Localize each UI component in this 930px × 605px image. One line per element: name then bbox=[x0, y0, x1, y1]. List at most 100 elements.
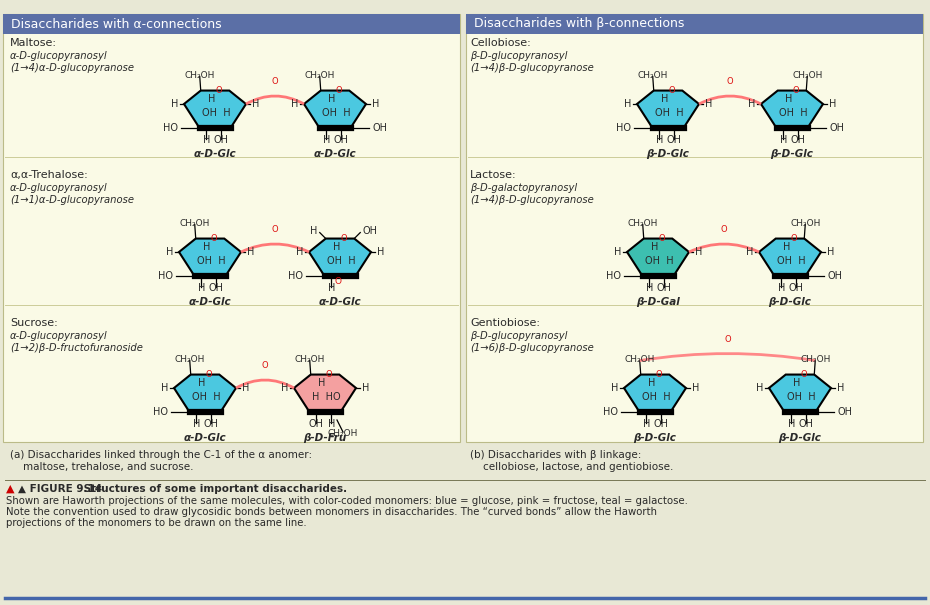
Text: H: H bbox=[692, 383, 699, 393]
Text: (1→2)β-D-fructofuranoside: (1→2)β-D-fructofuranoside bbox=[10, 343, 143, 353]
Text: O: O bbox=[792, 86, 799, 95]
Text: (1→4)α-D-glucopyranose: (1→4)α-D-glucopyranose bbox=[10, 63, 134, 73]
Text: α-D-Glc: α-D-Glc bbox=[189, 297, 232, 307]
Text: α-D-Glc: α-D-Glc bbox=[313, 149, 356, 159]
Text: β-D-Glc: β-D-Glc bbox=[771, 149, 814, 159]
Text: H: H bbox=[695, 247, 702, 257]
Polygon shape bbox=[179, 238, 241, 276]
Text: CH₂OH: CH₂OH bbox=[625, 355, 655, 364]
FancyBboxPatch shape bbox=[466, 14, 923, 442]
Polygon shape bbox=[174, 374, 236, 412]
Text: H: H bbox=[648, 378, 656, 388]
FancyBboxPatch shape bbox=[3, 14, 460, 34]
Text: H: H bbox=[748, 99, 755, 109]
Text: (1→4)β-D-glucopyranose: (1→4)β-D-glucopyranose bbox=[470, 195, 593, 205]
Text: H  HO: H HO bbox=[312, 392, 340, 402]
Text: α-D-glucopyranosyl: α-D-glucopyranosyl bbox=[10, 183, 108, 193]
Text: O: O bbox=[340, 234, 347, 243]
Text: OH: OH bbox=[334, 135, 349, 145]
Text: OH: OH bbox=[837, 407, 852, 417]
Text: H: H bbox=[656, 135, 663, 145]
Text: Lactose:: Lactose: bbox=[470, 170, 517, 180]
Text: O: O bbox=[721, 225, 727, 234]
Text: H: H bbox=[204, 242, 211, 252]
Text: H: H bbox=[281, 383, 288, 393]
Text: H: H bbox=[755, 383, 763, 393]
Text: H: H bbox=[705, 99, 712, 109]
Text: OH: OH bbox=[790, 135, 805, 145]
Text: OH: OH bbox=[363, 226, 378, 235]
Text: H: H bbox=[327, 283, 335, 293]
Polygon shape bbox=[294, 374, 356, 412]
Text: OH: OH bbox=[208, 283, 224, 293]
Text: β-D-Glc: β-D-Glc bbox=[768, 297, 812, 307]
Text: OH: OH bbox=[372, 123, 387, 133]
Text: CH₂OH: CH₂OH bbox=[638, 71, 668, 80]
Text: OH  H: OH H bbox=[192, 392, 220, 402]
Text: H: H bbox=[614, 247, 621, 257]
Text: H: H bbox=[203, 135, 210, 145]
Text: H: H bbox=[377, 247, 384, 257]
Text: Disaccharides with β-connections: Disaccharides with β-connections bbox=[474, 18, 684, 30]
Text: H: H bbox=[296, 247, 303, 257]
Text: OH: OH bbox=[799, 419, 814, 429]
Text: α-D-Glc: α-D-Glc bbox=[193, 149, 236, 159]
Polygon shape bbox=[304, 91, 366, 128]
Text: O: O bbox=[336, 86, 342, 95]
Text: H: H bbox=[170, 99, 178, 109]
Text: H: H bbox=[746, 247, 753, 257]
Text: H: H bbox=[611, 383, 618, 393]
Text: HO: HO bbox=[288, 271, 303, 281]
Text: O: O bbox=[656, 370, 662, 379]
Text: H: H bbox=[661, 94, 669, 104]
Text: projections of the monomers to be drawn on the same line.: projections of the monomers to be drawn … bbox=[6, 518, 307, 528]
Text: OH: OH bbox=[654, 419, 669, 429]
Text: CH₂OH: CH₂OH bbox=[800, 355, 830, 364]
Text: CH₂OH: CH₂OH bbox=[792, 71, 822, 80]
Text: α-D-Glc: α-D-Glc bbox=[319, 297, 362, 307]
Text: O: O bbox=[211, 234, 218, 243]
Text: α,α-Trehalose:: α,α-Trehalose: bbox=[10, 170, 87, 180]
Text: H: H bbox=[242, 383, 249, 393]
Text: (1→4)β-D-glucopyranose: (1→4)β-D-glucopyranose bbox=[470, 63, 593, 73]
Text: Note the convention used to draw glycosidic bonds between monomers in disacchari: Note the convention used to draw glycosi… bbox=[6, 507, 657, 517]
Text: H: H bbox=[327, 419, 335, 429]
Text: HO: HO bbox=[616, 123, 631, 133]
Text: OH  H: OH H bbox=[642, 392, 671, 402]
Text: β-D-Glc: β-D-Glc bbox=[778, 433, 821, 443]
Text: OH  H: OH H bbox=[787, 392, 816, 402]
Text: H: H bbox=[827, 247, 834, 257]
Text: β-D-glucopyranosyl: β-D-glucopyranosyl bbox=[470, 51, 567, 61]
Text: Maltose:: Maltose: bbox=[10, 38, 57, 48]
Text: (b) Disaccharides with β linkage:: (b) Disaccharides with β linkage: bbox=[470, 450, 642, 460]
Text: H: H bbox=[247, 247, 255, 257]
Text: H: H bbox=[333, 242, 340, 252]
Text: HO: HO bbox=[163, 123, 178, 133]
Text: β-D-Gal: β-D-Gal bbox=[636, 297, 680, 307]
Text: ▲: ▲ bbox=[6, 484, 15, 494]
Text: β-D-galactopyranosyl: β-D-galactopyranosyl bbox=[470, 183, 578, 193]
Polygon shape bbox=[759, 238, 821, 276]
Text: H: H bbox=[785, 94, 792, 104]
Text: O: O bbox=[216, 86, 222, 95]
Text: ▲ FIGURE 9.14: ▲ FIGURE 9.14 bbox=[18, 484, 102, 494]
Text: H: H bbox=[793, 378, 801, 388]
Text: H: H bbox=[779, 135, 787, 145]
Text: OH: OH bbox=[827, 271, 842, 281]
Text: Disaccharides with α-connections: Disaccharides with α-connections bbox=[11, 18, 221, 30]
Polygon shape bbox=[184, 91, 246, 128]
Text: Structures of some important disaccharides.: Structures of some important disaccharid… bbox=[80, 484, 347, 494]
Text: OH: OH bbox=[204, 419, 219, 429]
Text: HO: HO bbox=[153, 407, 168, 417]
Text: OH: OH bbox=[667, 135, 682, 145]
Text: CH₂OH: CH₂OH bbox=[327, 430, 358, 439]
Text: β-D-Glc: β-D-Glc bbox=[633, 433, 676, 443]
Text: OH: OH bbox=[789, 283, 804, 293]
Polygon shape bbox=[769, 374, 831, 412]
Text: cellobiose, lactose, and gentiobiose.: cellobiose, lactose, and gentiobiose. bbox=[470, 462, 673, 472]
Text: H: H bbox=[328, 94, 336, 104]
Text: (1→6)β-D-glucopyranose: (1→6)β-D-glucopyranose bbox=[470, 343, 593, 353]
Text: O: O bbox=[326, 370, 332, 379]
Text: OH  H: OH H bbox=[655, 108, 684, 118]
Text: H: H bbox=[372, 99, 379, 109]
